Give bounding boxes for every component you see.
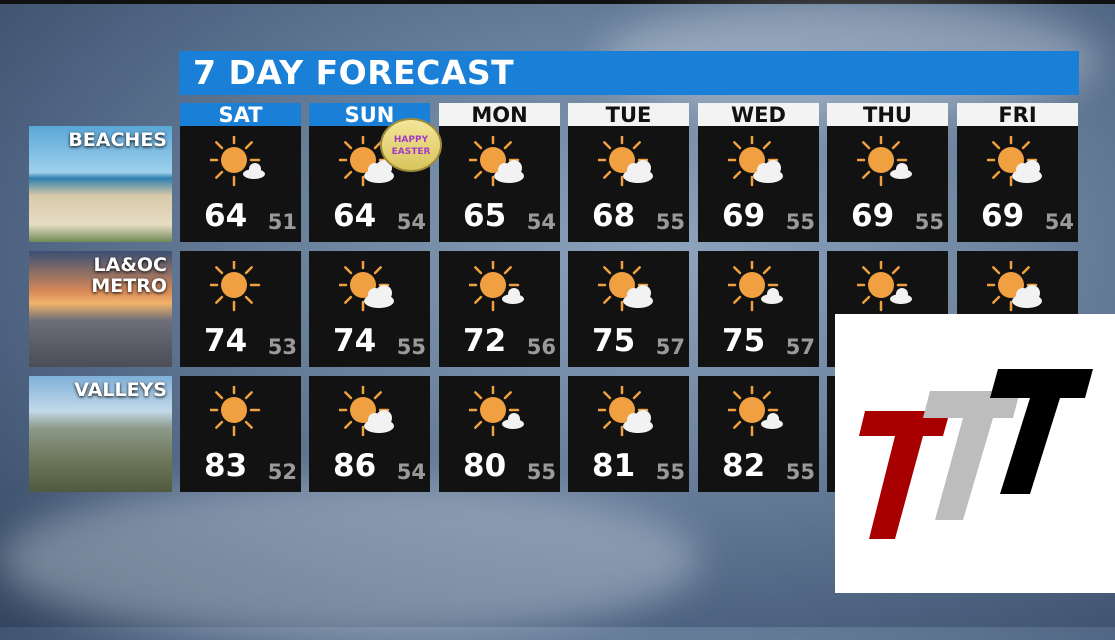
high-temp: 75 (722, 323, 766, 359)
high-temp: 75 (592, 323, 636, 359)
forecast-cell: 83 52 (180, 376, 301, 492)
low-temp: 55 (914, 210, 944, 234)
region-label: VALLEYS (74, 379, 167, 401)
forecast-cell: 81 55 (568, 376, 689, 492)
high-temp: 86 (333, 448, 377, 484)
region-1: LA&OC METRO (29, 251, 172, 367)
forecast-cell: 68 55 (568, 126, 689, 242)
forecast-cell: 75 57 (568, 251, 689, 367)
high-temp: 64 (204, 198, 248, 234)
forecast-cell: 72 56 (439, 251, 560, 367)
low-temp: 57 (785, 335, 815, 359)
low-temp: 55 (526, 460, 556, 484)
forecast-cell: 75 57 (698, 251, 819, 367)
day-header-thu: THU (827, 103, 948, 127)
high-temp: 64 (333, 198, 377, 234)
forecast-cell: 74 55 (309, 251, 430, 367)
low-temp: 54 (1044, 210, 1074, 234)
low-temp: 53 (267, 335, 297, 359)
low-temp: 55 (655, 210, 685, 234)
low-temp: 55 (785, 210, 815, 234)
high-temp: 65 (463, 198, 507, 234)
day-header-tue: TUE (568, 103, 689, 127)
high-temp: 69 (851, 198, 895, 234)
high-temp: 68 (592, 198, 636, 234)
forecast-cell: 69 54 (957, 126, 1078, 242)
low-temp: 55 (785, 460, 815, 484)
high-temp: 72 (463, 323, 507, 359)
low-temp: 54 (396, 210, 426, 234)
high-temp: 82 (722, 448, 766, 484)
low-temp: 57 (655, 335, 685, 359)
region-label: BEACHES (68, 129, 167, 151)
low-temp: 56 (526, 335, 556, 359)
forecast-cell: 69 55 (698, 126, 819, 242)
region-0: BEACHES (29, 126, 172, 242)
high-temp: 83 (204, 448, 248, 484)
region-label: LA&OC METRO (91, 254, 167, 297)
top-border (0, 0, 1115, 4)
high-temp: 74 (333, 323, 377, 359)
forecast-cell: 82 55 (698, 376, 819, 492)
forecast-cell: 74 53 (180, 251, 301, 367)
low-temp: 51 (267, 210, 297, 234)
high-temp: 80 (463, 448, 507, 484)
day-header-sat: SAT (180, 103, 301, 127)
day-header-wed: WED (698, 103, 819, 127)
region-2: VALLEYS (29, 376, 172, 492)
high-temp: 74 (204, 323, 248, 359)
forecast-cell: 65 54 (439, 126, 560, 242)
forecast-cell: 80 55 (439, 376, 560, 492)
ttt-logo (835, 314, 1115, 593)
low-temp: 54 (396, 460, 426, 484)
low-temp: 54 (526, 210, 556, 234)
low-temp: 55 (655, 460, 685, 484)
high-temp: 69 (981, 198, 1025, 234)
happy-easter-badge: HAPPY EASTER (380, 118, 442, 172)
high-temp: 69 (722, 198, 766, 234)
forecast-cell: 69 55 (827, 126, 948, 242)
low-temp: 52 (267, 460, 297, 484)
forecast-cell: 86 54 (309, 376, 430, 492)
forecast-cell: 64 51 (180, 126, 301, 242)
forecast-cell: 64 54 (309, 126, 430, 242)
day-header-fri: FRI (957, 103, 1078, 127)
forecast-title: 7 DAY FORECAST (179, 51, 1079, 95)
high-temp: 81 (592, 448, 636, 484)
day-header-mon: MON (439, 103, 560, 127)
low-temp: 55 (396, 335, 426, 359)
